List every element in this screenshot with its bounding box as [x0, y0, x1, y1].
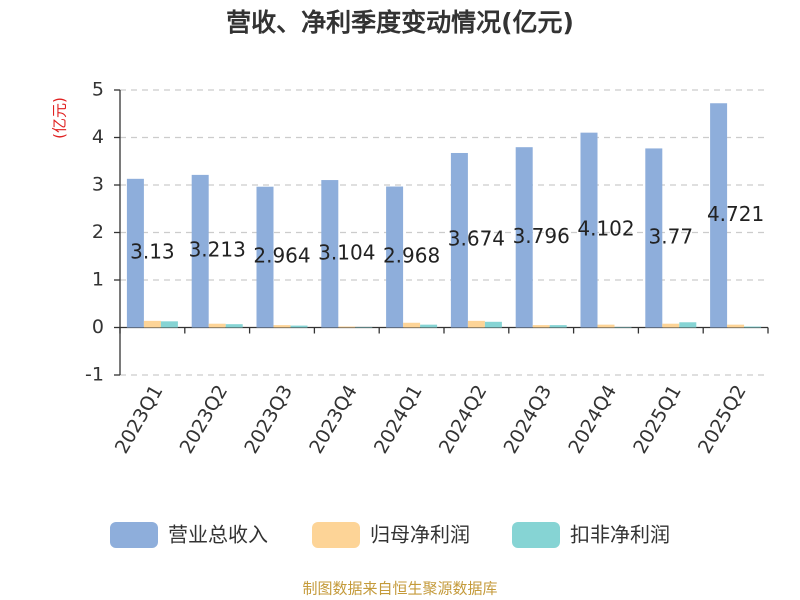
bar — [126, 178, 144, 328]
x-tick-label: 2023Q4 — [305, 381, 362, 457]
y-tick-label: 5 — [92, 79, 104, 101]
bar — [143, 320, 161, 328]
x-tick-label: 2025Q1 — [629, 381, 686, 457]
bar — [580, 132, 598, 328]
data-label: 3.213 — [189, 238, 246, 262]
data-label: 3.674 — [448, 227, 505, 251]
bar — [744, 326, 762, 328]
bar — [386, 186, 404, 328]
bar — [727, 324, 745, 328]
bar — [160, 321, 178, 328]
legend-label: 归母净利润 — [370, 523, 470, 547]
bar — [532, 325, 550, 328]
bar — [208, 323, 226, 328]
x-tick-label: 2023Q1 — [111, 381, 168, 457]
y-tick-label: 3 — [92, 174, 104, 196]
data-label: 4.102 — [577, 217, 634, 241]
y-tick-label: -1 — [85, 364, 104, 386]
bar — [321, 180, 339, 328]
data-label: 2.968 — [383, 244, 440, 268]
bar — [256, 186, 274, 328]
bar — [290, 325, 308, 328]
legend-swatch — [512, 522, 560, 548]
x-tick-label: 2025Q2 — [694, 381, 751, 457]
x-tick-label: 2023Q2 — [176, 381, 233, 457]
y-axis-label: (亿元) — [51, 97, 69, 139]
bar — [225, 324, 243, 328]
bar — [549, 325, 567, 328]
bar — [273, 325, 291, 328]
y-tick-label: 4 — [92, 126, 104, 148]
bar — [645, 148, 663, 328]
data-label: 3.104 — [318, 240, 375, 264]
bar — [597, 324, 615, 328]
x-tick-label: 2024Q4 — [564, 381, 621, 457]
x-tick-label: 2024Q2 — [435, 381, 492, 457]
data-label: 3.13 — [130, 240, 175, 264]
bar — [450, 152, 468, 328]
x-tick-label: 2023Q3 — [240, 381, 297, 457]
bar — [710, 103, 728, 328]
data-label: 4.721 — [707, 202, 764, 226]
y-tick-label: 2 — [92, 221, 104, 243]
x-tick-label: 2024Q3 — [500, 381, 557, 457]
data-label: 3.796 — [513, 224, 570, 248]
legend-label: 营业总收入 — [168, 523, 268, 547]
bar — [679, 322, 697, 328]
source-note: 制图数据来自恒生聚源数据库 — [302, 580, 497, 598]
legend-swatch — [110, 522, 158, 548]
y-tick-label: 1 — [92, 269, 104, 291]
data-label: 2.964 — [253, 244, 310, 268]
bar — [403, 322, 421, 328]
bar — [338, 326, 356, 328]
chart-title: 营收、净利季度变动情况(亿元) — [226, 8, 574, 37]
bar — [515, 147, 533, 328]
legend-label: 扣非净利润 — [570, 523, 670, 547]
legend-swatch — [312, 522, 360, 548]
data-label: 3.77 — [649, 224, 694, 248]
bar — [662, 323, 680, 328]
bar — [420, 324, 438, 328]
bar — [191, 174, 209, 328]
y-tick-label: 0 — [92, 316, 104, 338]
x-tick-label: 2024Q1 — [370, 381, 427, 457]
bar — [467, 320, 485, 328]
bar — [484, 321, 502, 328]
